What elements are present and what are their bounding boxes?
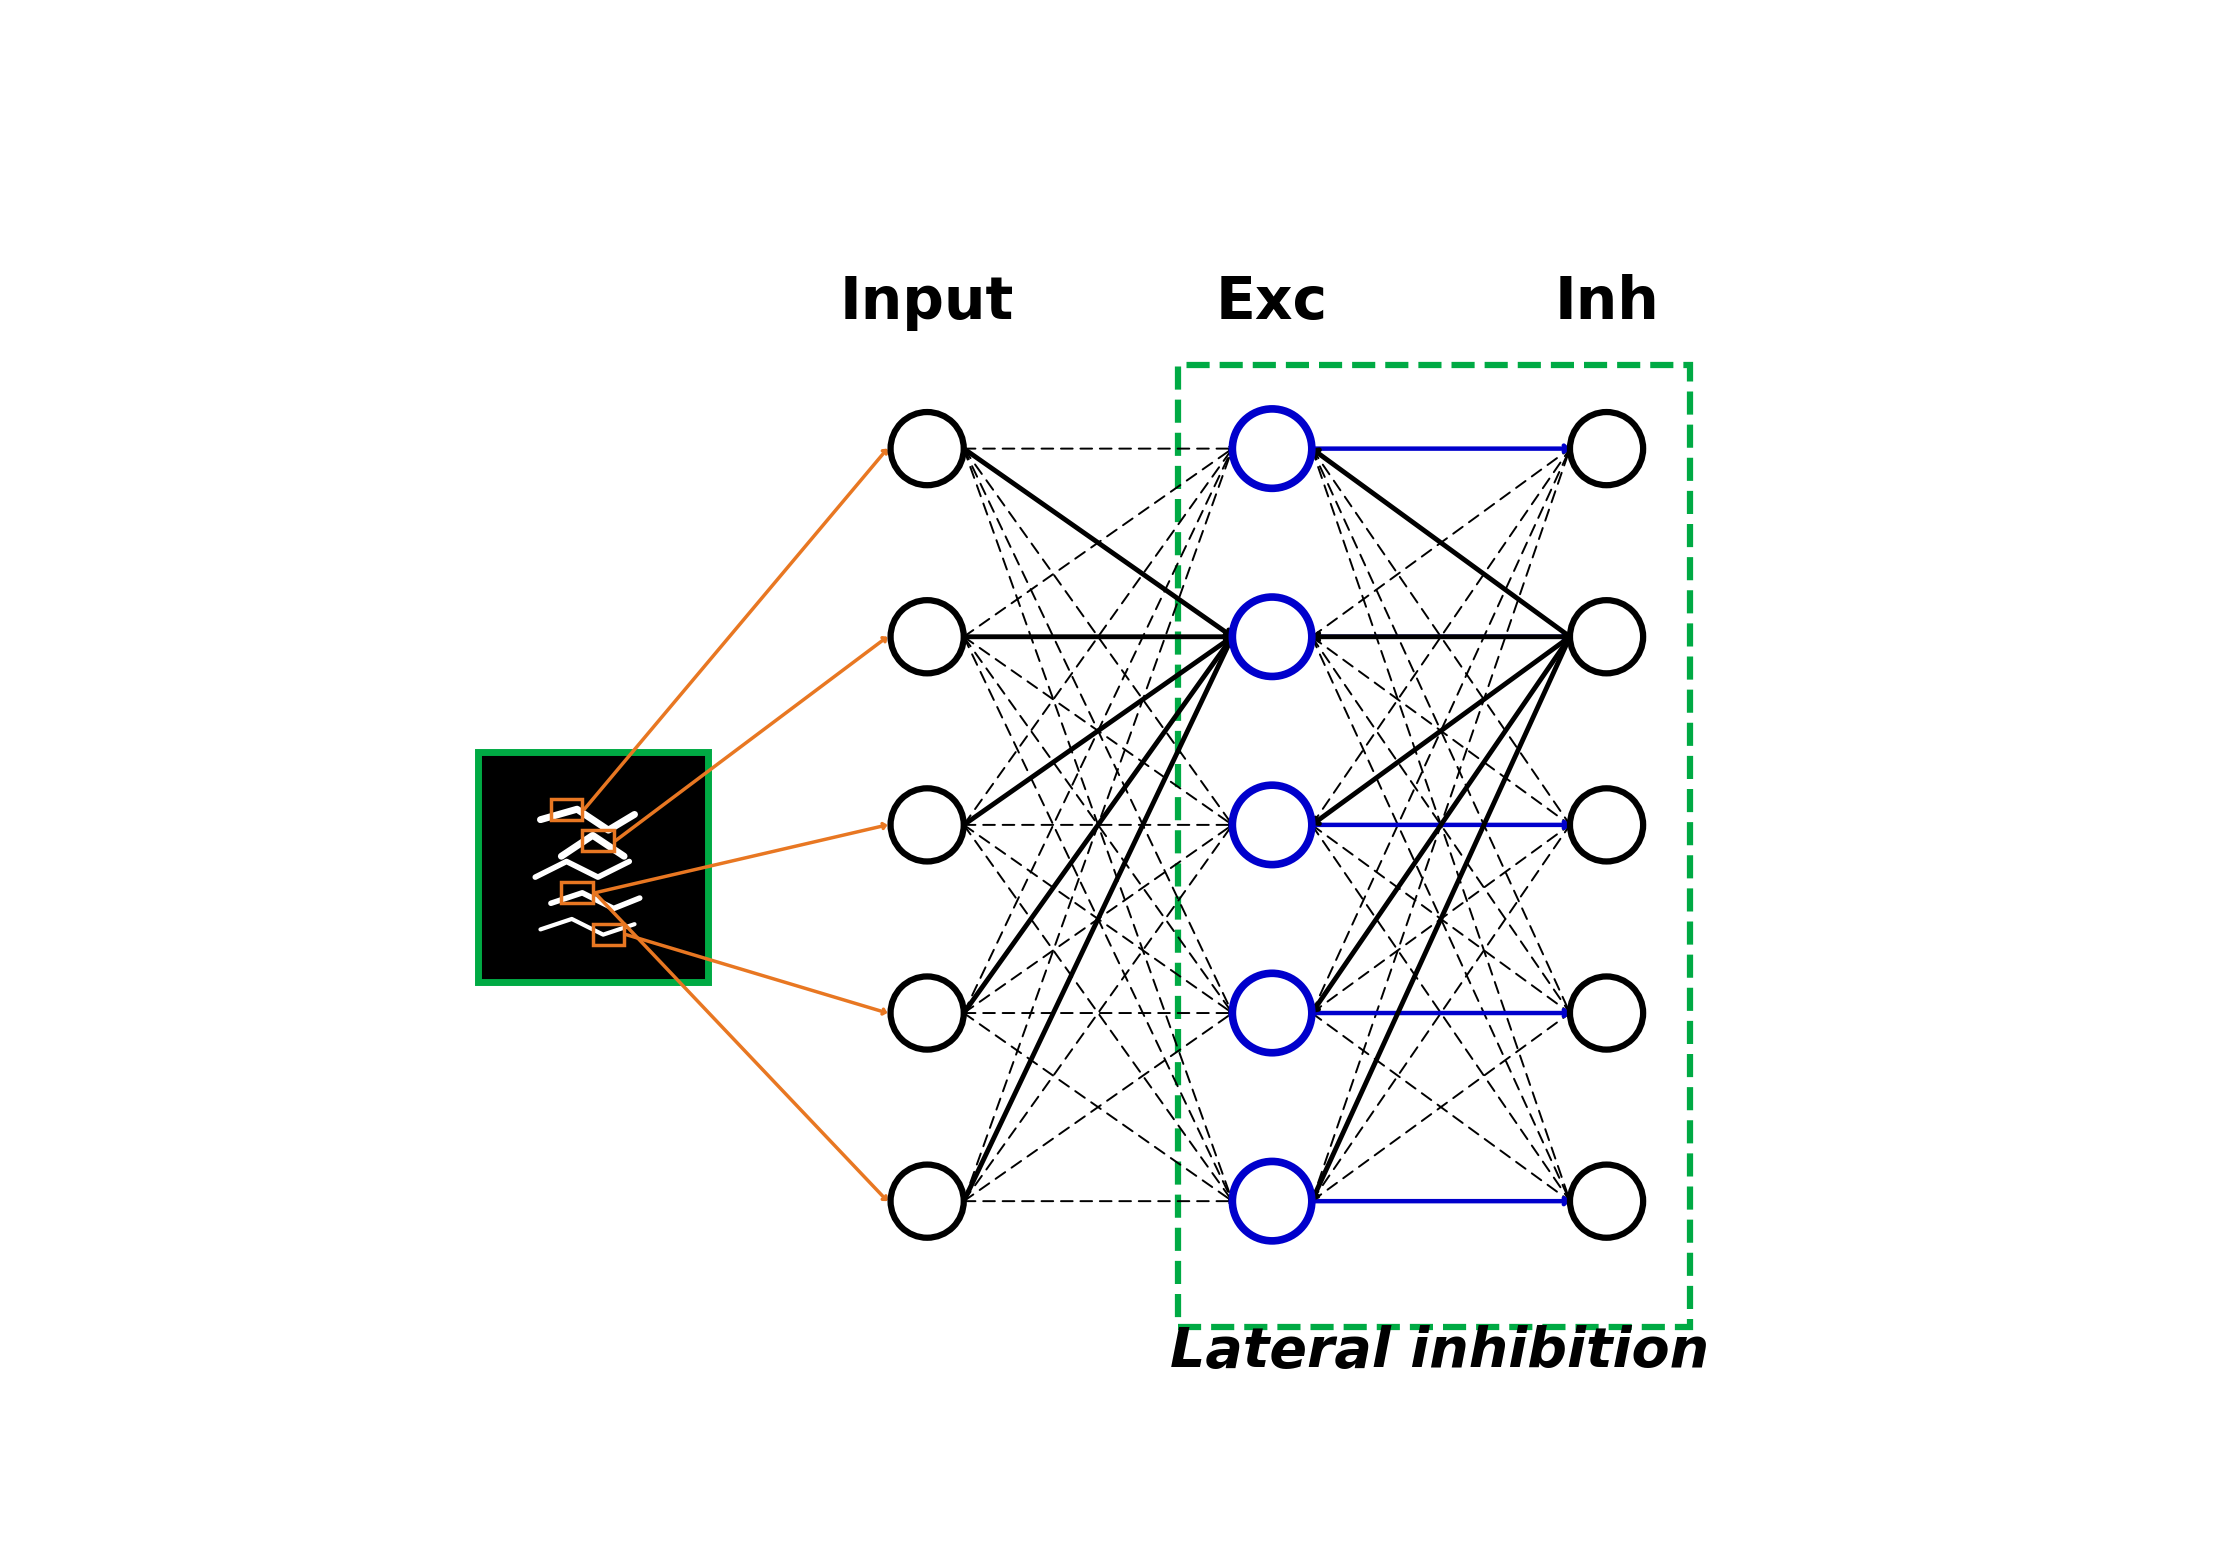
Text: Input: Input <box>840 273 1015 331</box>
Circle shape <box>1233 409 1312 489</box>
Bar <box>550 799 583 820</box>
Text: Exc: Exc <box>1217 273 1328 331</box>
Circle shape <box>1570 599 1643 673</box>
Bar <box>583 830 614 851</box>
Text: Inh: Inh <box>1554 273 1658 331</box>
Circle shape <box>891 1165 964 1238</box>
Circle shape <box>1570 788 1643 862</box>
Circle shape <box>1233 1161 1312 1241</box>
Bar <box>592 924 623 944</box>
Text: Lateral inhibition: Lateral inhibition <box>1171 1325 1709 1378</box>
Circle shape <box>1233 785 1312 865</box>
Bar <box>477 752 707 982</box>
Circle shape <box>891 599 964 673</box>
Circle shape <box>1570 1165 1643 1238</box>
Bar <box>561 882 592 904</box>
Circle shape <box>891 412 964 485</box>
Circle shape <box>1233 974 1312 1052</box>
Circle shape <box>1233 596 1312 676</box>
Circle shape <box>891 788 964 862</box>
Circle shape <box>891 977 964 1049</box>
Circle shape <box>1570 977 1643 1049</box>
Circle shape <box>1570 412 1643 485</box>
Bar <box>1177 365 1689 1327</box>
